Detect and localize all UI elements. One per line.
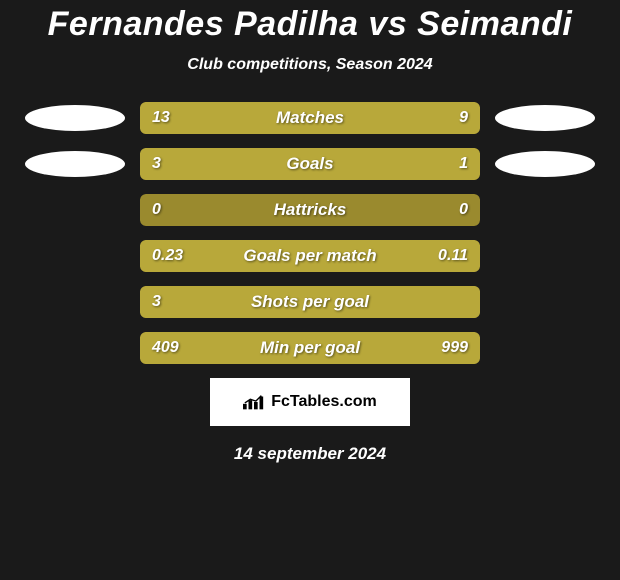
- stat-bar: 3Shots per goal: [140, 286, 480, 318]
- stat-row: 3Shots per goal: [0, 286, 620, 318]
- stat-bar: 409999Min per goal: [140, 332, 480, 364]
- player-left-badge: [20, 105, 130, 131]
- player-avatar-placeholder: [25, 151, 125, 177]
- stat-bar: 139Matches: [140, 102, 480, 134]
- stat-bar: 00Hattricks: [140, 194, 480, 226]
- stat-label: Matches: [140, 102, 480, 134]
- subtitle: Club competitions, Season 2024: [0, 56, 620, 74]
- date-text: 14 september 2024: [0, 444, 620, 464]
- stat-row: 409999Min per goal: [0, 332, 620, 364]
- stat-label: Goals per match: [140, 240, 480, 272]
- stat-row: 31Goals: [0, 148, 620, 180]
- stat-row: 139Matches: [0, 102, 620, 134]
- comparison-container: Fernandes Padilha vs Seimandi Club compe…: [0, 0, 620, 580]
- stat-row: 00Hattricks: [0, 194, 620, 226]
- player-avatar-placeholder: [495, 105, 595, 131]
- player-avatar-placeholder: [25, 105, 125, 131]
- player-right-badge: [490, 105, 600, 131]
- player-avatar-placeholder: [495, 151, 595, 177]
- attribution-badge: FcTables.com: [210, 378, 410, 426]
- stat-label: Min per goal: [140, 332, 480, 364]
- page-title: Fernandes Padilha vs Seimandi: [0, 5, 620, 44]
- stat-rows: 139Matches 31Goals 00Hattricks 0.230.11Goal…: [0, 102, 620, 364]
- chart-icon: [243, 394, 265, 410]
- stat-label: Shots per goal: [140, 286, 480, 318]
- stat-bar: 31Goals: [140, 148, 480, 180]
- stat-bar: 0.230.11Goals per match: [140, 240, 480, 272]
- attribution-text: FcTables.com: [271, 393, 377, 411]
- player-right-badge: [490, 151, 600, 177]
- stat-label: Goals: [140, 148, 480, 180]
- stat-row: 0.230.11Goals per match: [0, 240, 620, 272]
- player-left-badge: [20, 151, 130, 177]
- stat-label: Hattricks: [140, 194, 480, 226]
